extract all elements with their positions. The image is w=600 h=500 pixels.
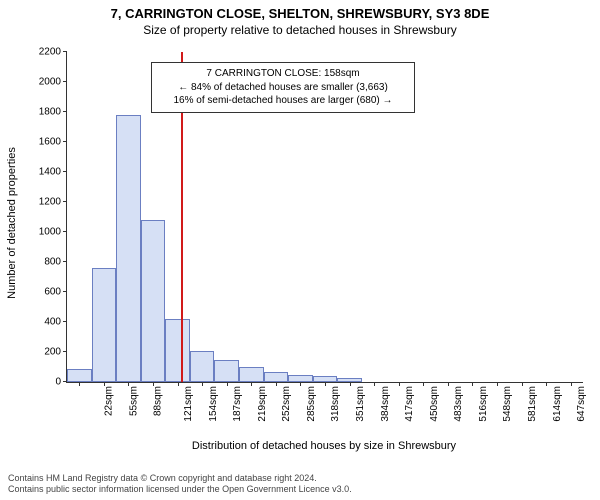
x-tick-mark	[325, 382, 326, 386]
annotation-line: ← 84% of detached houses are smaller (3,…	[158, 81, 408, 95]
y-axis-label: Number of detached properties	[6, 58, 18, 388]
x-tick-mark	[423, 382, 424, 386]
x-tick-mark	[79, 382, 80, 386]
x-tick-mark	[399, 382, 400, 386]
chart-title: 7, CARRINGTON CLOSE, SHELTON, SHREWSBURY…	[0, 0, 600, 23]
histogram-bar	[92, 268, 117, 382]
x-tick-mark	[276, 382, 277, 386]
x-tick-label: 219sqm	[257, 386, 268, 422]
y-tick-label: 0	[55, 377, 67, 388]
x-tick-label: 121sqm	[183, 386, 194, 422]
x-tick-label: 154sqm	[208, 386, 219, 422]
y-tick-label: 200	[44, 347, 67, 358]
x-tick-mark	[153, 382, 154, 386]
x-tick-label: 614sqm	[552, 386, 563, 422]
x-tick-mark	[300, 382, 301, 386]
y-tick-mark	[63, 141, 67, 142]
annotation-line: 16% of semi-detached houses are larger (…	[158, 94, 408, 108]
x-tick-mark	[374, 382, 375, 386]
annotation-box: 7 CARRINGTON CLOSE: 158sqm← 84% of detac…	[151, 62, 415, 113]
x-tick-mark	[571, 382, 572, 386]
histogram-bar	[190, 351, 215, 383]
x-tick-mark	[497, 382, 498, 386]
x-tick-mark	[448, 382, 449, 386]
histogram-bar	[116, 115, 141, 382]
histogram-bar	[67, 369, 92, 383]
x-tick-mark	[546, 382, 547, 386]
y-tick-label: 2000	[39, 77, 67, 88]
x-tick-label: 55sqm	[128, 386, 139, 416]
y-tick-mark	[63, 351, 67, 352]
x-tick-mark	[472, 382, 473, 386]
histogram-bar	[165, 319, 190, 382]
y-tick-label: 1600	[39, 137, 67, 148]
x-tick-label: 384sqm	[380, 386, 391, 422]
x-tick-label: 22sqm	[104, 386, 115, 416]
x-tick-mark	[227, 382, 228, 386]
annotation-line: 7 CARRINGTON CLOSE: 158sqm	[158, 67, 408, 81]
y-tick-label: 1200	[39, 197, 67, 208]
x-tick-mark	[128, 382, 129, 386]
chart-subtitle: Size of property relative to detached ho…	[0, 23, 600, 39]
x-tick-mark	[104, 382, 105, 386]
y-tick-label: 1000	[39, 227, 67, 238]
x-tick-mark	[522, 382, 523, 386]
x-tick-label: 483sqm	[453, 386, 464, 422]
y-tick-mark	[63, 261, 67, 262]
y-tick-label: 1800	[39, 107, 67, 118]
y-tick-label: 600	[44, 287, 67, 298]
footer-line-1: Contains HM Land Registry data © Crown c…	[8, 473, 352, 485]
y-tick-mark	[63, 231, 67, 232]
x-tick-label: 252sqm	[281, 386, 292, 422]
y-tick-label: 1400	[39, 167, 67, 178]
y-tick-mark	[63, 201, 67, 202]
footer-attribution: Contains HM Land Registry data © Crown c…	[8, 473, 352, 496]
y-tick-mark	[63, 81, 67, 82]
x-tick-label: 88sqm	[153, 386, 164, 416]
x-tick-label: 548sqm	[503, 386, 514, 422]
histogram-bar	[264, 372, 289, 383]
x-tick-label: 187sqm	[232, 386, 243, 422]
y-tick-mark	[63, 321, 67, 322]
chart-container: 7, CARRINGTON CLOSE, SHELTON, SHREWSBURY…	[0, 0, 600, 500]
x-tick-mark	[251, 382, 252, 386]
y-tick-mark	[63, 291, 67, 292]
x-tick-label: 351sqm	[355, 386, 366, 422]
x-tick-mark	[178, 382, 179, 386]
histogram-bar	[288, 375, 313, 383]
y-tick-label: 400	[44, 317, 67, 328]
x-tick-label: 417sqm	[404, 386, 415, 422]
x-tick-label: 647sqm	[576, 386, 587, 422]
x-tick-mark	[350, 382, 351, 386]
y-tick-mark	[63, 171, 67, 172]
footer-line-2: Contains public sector information licen…	[8, 484, 352, 496]
x-tick-mark	[202, 382, 203, 386]
x-tick-label: 285sqm	[306, 386, 317, 422]
histogram-bar	[239, 367, 264, 382]
histogram-bar	[141, 220, 166, 382]
x-tick-label: 581sqm	[527, 386, 538, 422]
y-tick-mark	[63, 51, 67, 52]
x-tick-label: 516sqm	[478, 386, 489, 422]
y-tick-label: 2200	[39, 47, 67, 58]
y-tick-label: 800	[44, 257, 67, 268]
x-tick-label: 318sqm	[331, 386, 342, 422]
x-tick-label: 450sqm	[429, 386, 440, 422]
plot-area: 0200400600800100012001400160018002000220…	[66, 52, 583, 383]
histogram-bar	[214, 360, 239, 383]
y-tick-mark	[63, 111, 67, 112]
x-axis-label: Distribution of detached houses by size …	[66, 440, 582, 452]
